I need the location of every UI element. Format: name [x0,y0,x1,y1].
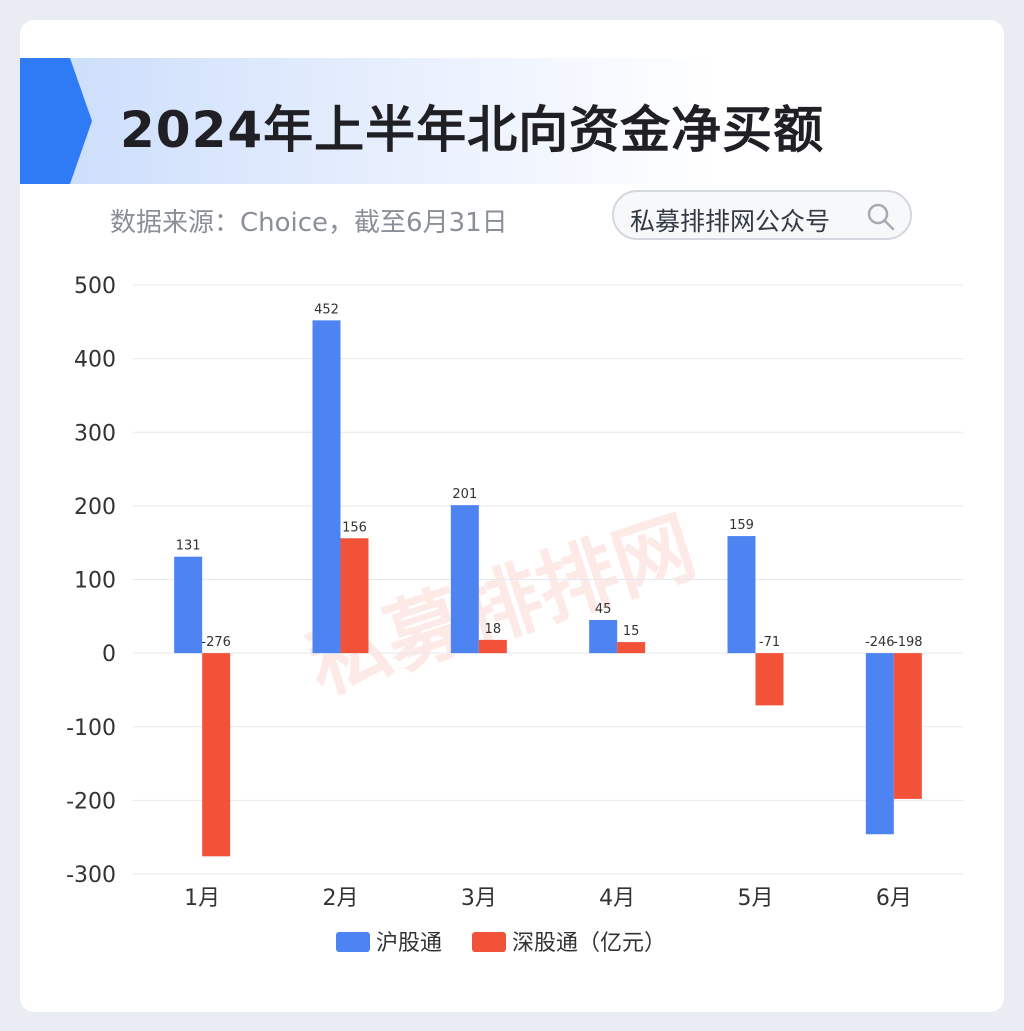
x-tick-label: 4月 [599,886,635,911]
bar-hgt [312,320,341,654]
data-label: -246 [865,635,895,650]
data-label: 201 [452,487,477,502]
data-label: 156 [342,520,367,535]
data-label: 45 [595,602,612,617]
data-label: -71 [759,635,780,650]
chart-card: 2024年上半年北向资金净买额 数据来源：Choice，截至6月31日 私募排排… [20,20,1004,1012]
legend-label: 沪股通 [376,931,442,956]
bar-hgt [589,619,618,654]
y-tick-label: 500 [74,274,116,299]
x-tick-label: 3月 [461,886,497,911]
data-label: 15 [623,624,640,639]
x-tick-label: 1月 [184,886,220,911]
data-label: -198 [893,635,923,650]
data-label: -276 [201,635,231,650]
source-note: 数据来源：Choice，截至6月31日 [110,208,508,238]
data-label: 131 [176,539,201,554]
bar-hgt [174,556,203,654]
bar-hgt [865,653,894,835]
bar-sgt [755,653,784,706]
bar-sgt [617,642,646,654]
y-tick-label: 0 [102,642,116,667]
y-tick-label: -300 [66,863,116,888]
x-tick-label: 5月 [738,886,774,911]
search-icon [867,203,895,231]
badge-label: 私募排排网公众号 [630,207,831,236]
title-accent [20,58,92,184]
y-tick-label: -200 [66,789,116,814]
bar-sgt [340,538,369,654]
chart-title: 2024年上半年北向资金净买额 [120,101,825,159]
x-tick-label: 2月 [323,886,359,911]
data-label: 452 [314,302,339,317]
legend-swatch [336,932,370,952]
legend-label: 深股通（亿元） [512,931,666,956]
legend-swatch [472,932,506,952]
account-badge[interactable]: 私募排排网公众号 [612,190,912,240]
y-tick-label: 300 [74,421,116,446]
bar-sgt [202,653,231,857]
y-tick-label: -100 [66,716,116,741]
bar-hgt [450,505,479,654]
y-tick-label: 400 [74,348,116,373]
data-label: 159 [729,518,754,533]
bar-hgt [727,536,756,654]
bar-sgt [478,639,507,654]
data-label: 18 [485,622,502,637]
y-tick-label: 100 [74,569,116,594]
bar-sgt [893,653,922,799]
title-band [20,58,720,184]
x-tick-label: 6月 [876,886,912,911]
y-tick-label: 200 [74,495,116,520]
